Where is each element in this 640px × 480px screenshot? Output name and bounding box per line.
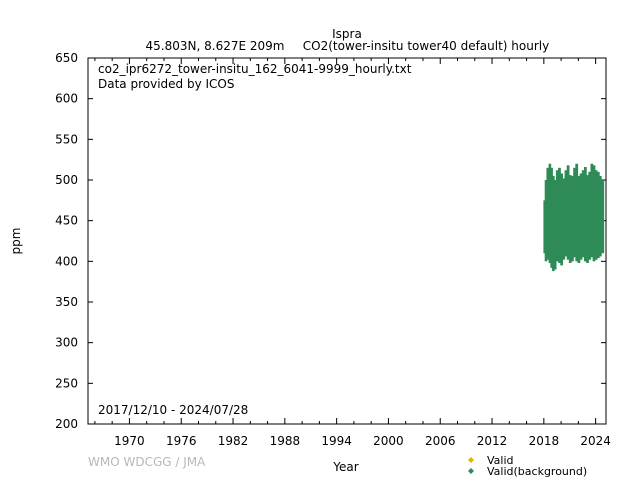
band-segment xyxy=(568,175,572,263)
location-label: 45.803N, 8.627E 209m xyxy=(146,39,285,53)
band-segment xyxy=(586,175,589,263)
band-segment xyxy=(575,163,579,262)
band-segment xyxy=(579,173,583,260)
x-tick-label-1994: 1994 xyxy=(321,434,352,448)
band-segment xyxy=(590,163,594,258)
legend-label-valid: Valid xyxy=(487,454,514,467)
x-tick-label-1982: 1982 xyxy=(218,434,249,448)
band-segment xyxy=(596,171,600,259)
y-tick-label-450: 450 xyxy=(55,214,78,228)
band-segment xyxy=(573,167,576,258)
data-filename: co2_ipr6272_tower-insitu_162_6041-9999_h… xyxy=(98,62,412,76)
legend: Valid Valid(background) xyxy=(468,454,587,478)
y-tick-label-300: 300 xyxy=(55,336,78,350)
y-axis-label: ppm xyxy=(9,228,23,255)
y-tick-label-250: 250 xyxy=(55,376,78,390)
parameter-label: CO2(tower-insitu tower40 default) hourly xyxy=(303,39,549,53)
band-segment xyxy=(594,170,598,260)
band-segment xyxy=(583,166,587,262)
band-segment xyxy=(550,167,553,268)
band-segment xyxy=(548,163,552,263)
station-title: Ispra xyxy=(332,27,362,41)
legend-marker-background xyxy=(468,468,474,474)
band-segment xyxy=(564,170,568,257)
y-tick-label-650: 650 xyxy=(55,51,78,65)
x-axis-ticks: 1970 1976 1982 1988 1994 2000 2006 2012 2018 2024 xyxy=(94,58,611,448)
x-tick-label-2024: 2024 xyxy=(580,434,611,448)
band-segment xyxy=(581,170,585,258)
band-segment xyxy=(577,175,581,263)
band-segment xyxy=(555,170,559,262)
data-provider: Data provided by ICOS xyxy=(98,77,234,91)
y-tick-label-200: 200 xyxy=(55,417,78,431)
band-segment xyxy=(560,173,564,266)
y-tick-label-600: 600 xyxy=(55,92,78,106)
plot-frame xyxy=(87,57,607,425)
band-segment xyxy=(571,175,574,262)
data-period: 2017/12/10 - 2024/07/28 xyxy=(98,403,248,417)
x-tick-label-1970: 1970 xyxy=(114,434,145,448)
x-tick-label-2000: 2000 xyxy=(373,434,404,448)
x-tick-label-2012: 2012 xyxy=(477,434,508,448)
band-segment xyxy=(544,180,548,262)
band-segment xyxy=(558,167,561,263)
x-axis-label: Year xyxy=(332,460,358,474)
x-tick-label-1988: 1988 xyxy=(270,434,301,448)
band-segment xyxy=(600,180,605,254)
x-tick-label-2006: 2006 xyxy=(425,434,456,448)
x-tick-label-2018: 2018 xyxy=(529,434,560,448)
wdcgg-credit: WMO WDCGG / JMA xyxy=(88,455,206,469)
band-segment xyxy=(552,175,555,272)
band-segment xyxy=(546,167,550,260)
band-segment xyxy=(592,165,596,262)
background-series-band xyxy=(543,163,605,272)
y-tick-label-400: 400 xyxy=(55,254,78,268)
band-segment xyxy=(566,165,570,260)
band-segment xyxy=(588,171,592,260)
band-segment xyxy=(562,178,566,260)
x-tick-label-1976: 1976 xyxy=(166,434,197,448)
band-segment xyxy=(553,180,557,270)
legend-label-background: Valid(background) xyxy=(487,465,587,478)
y-axis-ticks: 200 250 300 350 400 450 500 550 600 650 xyxy=(55,51,606,431)
y-tick-label-550: 550 xyxy=(55,132,78,146)
y-tick-label-350: 350 xyxy=(55,295,78,309)
band-segment xyxy=(599,175,602,257)
legend-marker-valid xyxy=(468,457,474,463)
y-tick-label-500: 500 xyxy=(55,173,78,187)
